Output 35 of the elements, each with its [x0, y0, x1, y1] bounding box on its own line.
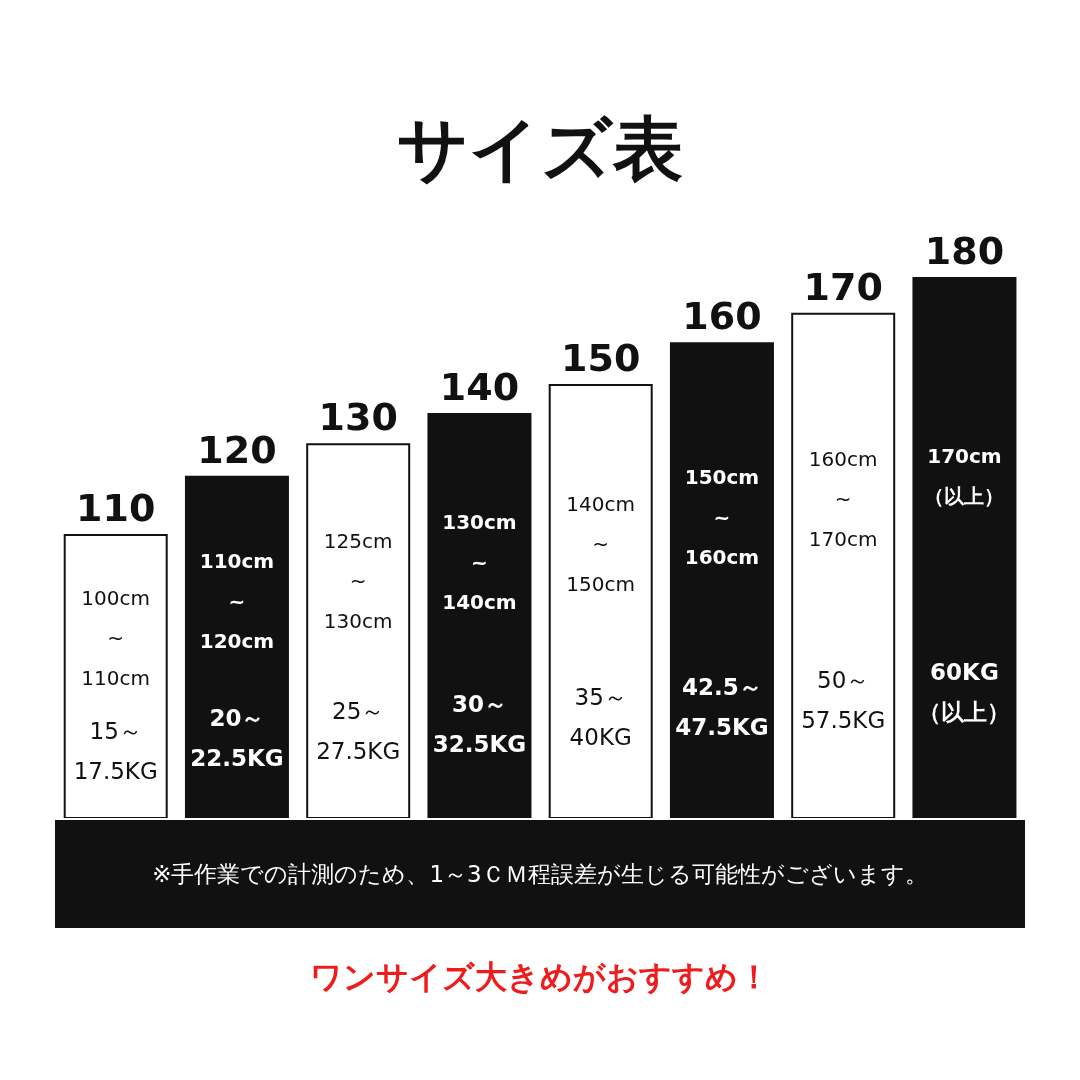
- bar: [63, 534, 168, 818]
- bar: [184, 475, 289, 818]
- annotation: 15～ 17.5KG: [73, 718, 158, 785]
- annotation: 35～ 40KG: [569, 683, 632, 750]
- x-tick-label: 150: [561, 335, 641, 380]
- annotation: 25～ 27.5KG: [316, 697, 401, 764]
- annotation: 42.5～ 47.5KG: [675, 674, 769, 741]
- annotation: 60KG （以上）: [918, 659, 1011, 726]
- x-tick-label: 140: [439, 365, 520, 410]
- bar: [548, 383, 653, 818]
- annotation: 160cm ~ 170cm: [808, 446, 878, 551]
- bar: [791, 312, 896, 818]
- annotation: 170cm （以上）: [924, 444, 1005, 509]
- annotation: 110cm ~ 120cm: [199, 549, 275, 654]
- x-tick-label: 110: [76, 486, 156, 531]
- annotation: 50～ 57.5KG: [801, 667, 886, 734]
- bar: [669, 342, 774, 818]
- annotation: 30～ 32.5KG: [432, 690, 527, 757]
- chart-title: サイズ表: [396, 107, 684, 192]
- bar: [912, 277, 1017, 818]
- x-tick-label: 160: [682, 294, 762, 339]
- annotation: 130cm ~ 140cm: [442, 510, 517, 615]
- text: ※手作業での計測のため、1～3ＣＭ程誤差が生じる可能性がございます。: [55, 820, 1025, 928]
- bar: [427, 413, 532, 818]
- bar: [306, 443, 411, 818]
- x-tick-label: 170: [803, 264, 883, 309]
- text: ワンサイズ大きめがおすすめ！: [309, 957, 771, 998]
- x-tick-label: 130: [318, 395, 398, 440]
- annotation: 150cm ~ 160cm: [684, 465, 760, 570]
- annotation: 20～ 22.5KG: [190, 705, 284, 772]
- annotation: 125cm ~ 130cm: [323, 529, 393, 634]
- x-tick-label: 120: [197, 427, 277, 472]
- annotation: 140cm ~ 150cm: [566, 491, 636, 596]
- annotation: 100cm ~ 110cm: [81, 586, 151, 691]
- x-tick-label: 180: [924, 229, 1005, 273]
